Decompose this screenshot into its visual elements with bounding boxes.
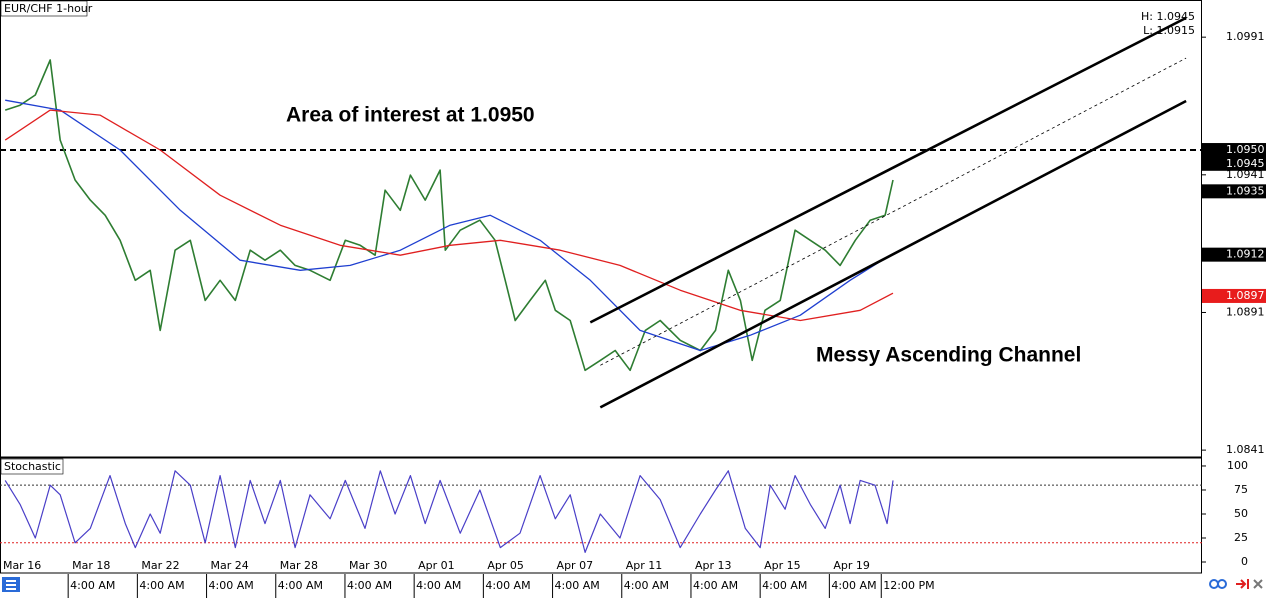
- x-tick-label: 4:00 AM: [139, 579, 184, 592]
- price-tag: [1202, 143, 1266, 158]
- y-tick-label: 1.0891: [1226, 305, 1265, 318]
- chart-title: EUR/CHF 1-hour: [4, 2, 93, 15]
- y-tick-label: 1.0941: [1226, 168, 1265, 181]
- x-tick-label: 4:00 AM: [555, 579, 600, 592]
- x-tick-label: Mar 16: [3, 559, 41, 572]
- stochastic-title-box: [0, 458, 64, 475]
- x-tick-label: Apr 01: [418, 559, 455, 572]
- y-tick-label: 50: [1234, 507, 1248, 520]
- x-tick-label: 4:00 AM: [209, 579, 254, 592]
- x-tick-label: Apr 11: [626, 559, 663, 572]
- x-tick-label: 4:00 AM: [70, 579, 115, 592]
- y-tick-label: 0: [1241, 555, 1248, 568]
- channel-line: [589, 16, 1187, 324]
- x-tick-label: Apr 19: [833, 559, 870, 572]
- x-tick-label: 4:00 AM: [624, 579, 669, 592]
- price-line: [4, 59, 894, 372]
- stochastic-title: Stochastic: [4, 460, 61, 473]
- channel-line: [599, 99, 1187, 409]
- price-tag-label: 1.0935: [1226, 184, 1265, 197]
- annotation: Messy Ascending Channel: [816, 344, 1081, 367]
- y-tick-label: 1.0841: [1226, 443, 1265, 456]
- channel-line: [600, 57, 1187, 366]
- x-tick-label: 4:00 AM: [347, 579, 392, 592]
- x-tick-label: Apr 15: [764, 559, 801, 572]
- y-tick-label: 25: [1234, 531, 1248, 544]
- x-tick-label: Mar 18: [72, 559, 110, 572]
- price-tag: [1202, 288, 1266, 303]
- x-tick-label: 4:00 AM: [762, 579, 807, 592]
- stochastic-panel: [0, 457, 1202, 574]
- x-tick-label: Mar 22: [141, 559, 179, 572]
- x-tick-label: Mar 24: [211, 559, 249, 572]
- x-tick-label: 4:00 AM: [831, 579, 876, 592]
- price-tag-label: 1.0945: [1226, 157, 1265, 170]
- y-tick-label: 100: [1227, 459, 1248, 472]
- time-axis: [0, 574, 1266, 600]
- price-line: [5, 99, 891, 352]
- annotation: Area of interest at 1.0950: [286, 104, 535, 127]
- price-tag-label: 1.0950: [1226, 143, 1265, 156]
- x-tick-label: 4:00 AM: [278, 579, 323, 592]
- x-tick-label: Apr 07: [557, 559, 594, 572]
- price-tag: [1202, 247, 1266, 262]
- y-tick-label: 75: [1234, 483, 1248, 496]
- price-line: [4, 470, 894, 553]
- x-tick-label: Apr 13: [695, 559, 732, 572]
- x-tick-label: Mar 30: [349, 559, 387, 572]
- title-box: [0, 0, 88, 17]
- x-tick-label: 12:00 PM: [883, 579, 934, 592]
- settings-icon[interactable]: [1253, 579, 1263, 589]
- scroll-end-icon[interactable]: [1236, 579, 1249, 589]
- price-tag-label: 1.0897: [1226, 289, 1265, 302]
- price-panel: [0, 0, 1202, 458]
- y-tick-label: 1.0991: [1226, 30, 1265, 43]
- price-line: [4, 109, 894, 322]
- x-tick-label: Mar 28: [280, 559, 318, 572]
- x-tick-label: 4:00 AM: [693, 579, 738, 592]
- high-label: H: 1.0945: [1141, 10, 1195, 23]
- link-icon[interactable]: [1209, 579, 1227, 589]
- price-tag: [1202, 156, 1266, 171]
- price-tag: [1202, 184, 1266, 199]
- menu-icon[interactable]: [2, 577, 20, 592]
- x-tick-label: 4:00 AM: [416, 579, 461, 592]
- price-tag-label: 1.0912: [1226, 248, 1265, 261]
- x-tick-label: 4:00 AM: [485, 579, 530, 592]
- x-tick-label: Apr 05: [487, 559, 524, 572]
